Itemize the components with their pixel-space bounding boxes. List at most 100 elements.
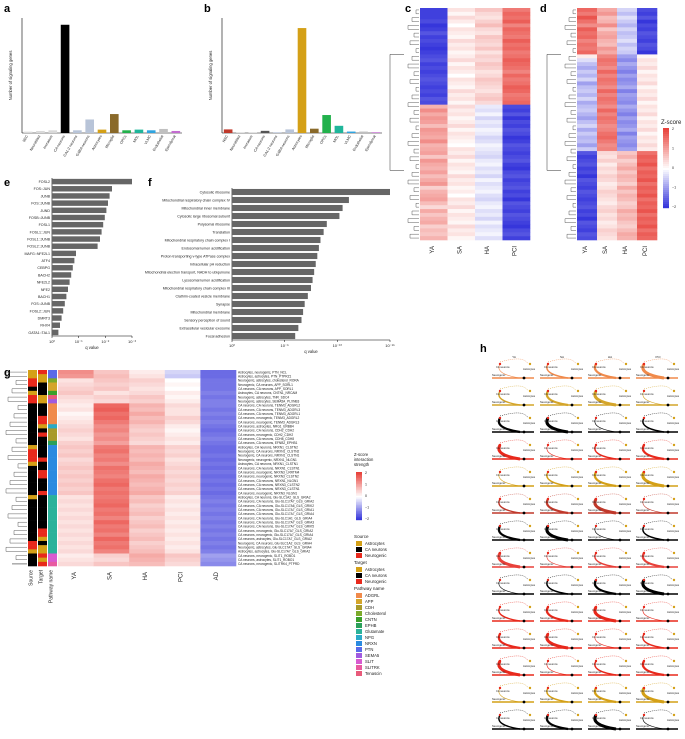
column-label: HA bbox=[485, 246, 491, 254]
heatmap-cell bbox=[129, 370, 166, 375]
colorbar-step bbox=[356, 490, 362, 492]
network-node-label: Astrocytes bbox=[619, 583, 632, 587]
bar bbox=[159, 128, 168, 133]
dendrogram-branch bbox=[570, 226, 576, 231]
dendrogram-branch bbox=[564, 179, 576, 185]
x-tick-label: MOL bbox=[332, 135, 339, 144]
network-node bbox=[642, 470, 646, 474]
source-annotation bbox=[28, 528, 37, 533]
heatmap-cell bbox=[93, 490, 130, 496]
heatmap-cell bbox=[93, 482, 130, 488]
network-node bbox=[642, 443, 646, 447]
colorbar-title: strength bbox=[354, 462, 370, 467]
dendrogram-branch bbox=[11, 388, 27, 394]
legend-label: Neurogenic bbox=[365, 579, 386, 584]
network-node-label: CA neurons bbox=[496, 392, 510, 396]
target-annotation bbox=[38, 420, 47, 425]
source-annotation bbox=[28, 478, 37, 483]
heatmap-cell bbox=[577, 116, 598, 121]
heatmap-cell bbox=[200, 470, 237, 475]
pathway-annotation bbox=[48, 370, 57, 375]
heatmap-cell bbox=[577, 205, 598, 210]
pathway-annotation bbox=[48, 386, 57, 392]
heatmap-cell bbox=[447, 104, 476, 109]
target-annotation bbox=[38, 470, 47, 475]
heatmap-cell bbox=[637, 35, 658, 40]
network-node bbox=[528, 551, 532, 555]
heatmap-cell bbox=[577, 228, 598, 233]
pathway-annotation bbox=[48, 453, 57, 458]
heatmap-cell bbox=[637, 127, 658, 133]
heatmap-cell bbox=[475, 23, 503, 28]
category-label: FOS::JUNB bbox=[31, 302, 50, 306]
heatmap-cell bbox=[637, 58, 658, 63]
colorbar-step bbox=[663, 206, 669, 209]
legend-swatch bbox=[356, 641, 362, 646]
annotation-column-label: Target bbox=[39, 569, 45, 584]
heatmap-cell bbox=[420, 62, 448, 67]
network-node bbox=[672, 470, 676, 474]
network-edge bbox=[594, 525, 617, 541]
heatmap-cell bbox=[502, 96, 531, 102]
heatmap-cell bbox=[129, 549, 166, 554]
colorbar-step bbox=[663, 184, 669, 187]
network-node bbox=[576, 362, 580, 366]
dendrogram-branch bbox=[13, 530, 27, 535]
heatmap-cell bbox=[502, 11, 531, 17]
x-tick-label: CA neurons bbox=[253, 134, 266, 152]
x-tick-label: OPCs bbox=[119, 134, 127, 144]
bar bbox=[122, 130, 131, 133]
target-annotation bbox=[38, 440, 47, 446]
column-label: AD bbox=[214, 571, 220, 580]
network-node-label: Astrocytes bbox=[619, 394, 632, 398]
dendrogram-branch bbox=[13, 413, 27, 419]
heatmap-cell bbox=[447, 185, 476, 191]
network-node-label: CA neurons bbox=[640, 662, 654, 666]
network-node bbox=[498, 632, 502, 636]
network-node bbox=[624, 551, 628, 555]
row-label: Astrocytes, CA neurons, NRXN1_CLSTN1 bbox=[238, 462, 298, 466]
heatmap-cell bbox=[597, 135, 618, 140]
network-node-label: Astrocytes bbox=[571, 475, 584, 479]
heatmap-cell bbox=[502, 224, 531, 229]
network-node-label: Neurogenic bbox=[540, 589, 554, 593]
legend-label: APP bbox=[365, 599, 374, 604]
heatmap-cell bbox=[164, 549, 201, 554]
dendrogram-branch bbox=[9, 421, 27, 427]
network-node-label: Astrocytes bbox=[619, 502, 632, 506]
heatmap-cell bbox=[637, 15, 658, 20]
network-edge bbox=[641, 660, 665, 677]
colorbar-step bbox=[663, 138, 669, 141]
heatmap-cell bbox=[58, 420, 94, 425]
network-edge bbox=[643, 601, 673, 608]
bar bbox=[359, 131, 368, 133]
colorbar-step bbox=[356, 518, 362, 521]
dendrogram-branch bbox=[407, 141, 419, 146]
heatmap-cell bbox=[637, 197, 658, 202]
heatmap-cell bbox=[129, 411, 166, 417]
colorbar-step bbox=[663, 200, 669, 203]
dendrogram-branch bbox=[411, 56, 419, 61]
network-node-label: Neurogenic bbox=[540, 373, 554, 377]
network-node-label: Neurogenic bbox=[636, 589, 650, 593]
category-label: BACH1 bbox=[38, 295, 50, 299]
row-label: CA neurons, CA neurons, Glu-SLC17A7_GLS_… bbox=[238, 520, 314, 524]
bar bbox=[52, 272, 72, 278]
heatmap-cell bbox=[637, 93, 658, 98]
category-label: Intracellular pH reduction bbox=[190, 263, 230, 267]
heatmap-cell bbox=[617, 224, 638, 229]
colorbar-step bbox=[663, 198, 669, 201]
legend-label: CA neurons bbox=[365, 573, 387, 578]
heatmap-cell bbox=[637, 23, 658, 28]
heatmap-cell bbox=[577, 38, 598, 44]
heatmap-cell bbox=[597, 89, 618, 94]
heatmap-cell bbox=[475, 42, 503, 47]
network-node-label: Astrocytes bbox=[619, 448, 632, 452]
target-annotation bbox=[38, 503, 47, 508]
heatmap-cell bbox=[502, 232, 531, 237]
heatmap-cell bbox=[637, 100, 658, 105]
network-node bbox=[624, 389, 628, 393]
colorbar-step bbox=[663, 142, 669, 145]
network-edge bbox=[595, 574, 625, 581]
